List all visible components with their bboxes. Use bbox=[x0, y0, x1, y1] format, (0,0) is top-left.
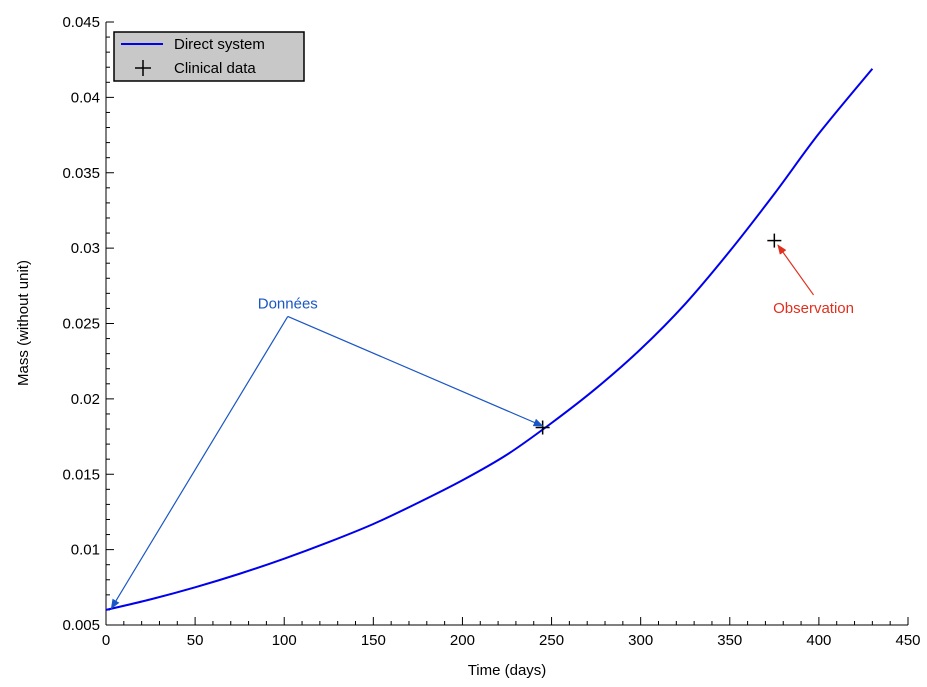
x-tick-label: 150 bbox=[361, 632, 386, 649]
y-tick-label: 0.01 bbox=[71, 542, 100, 559]
series-line-direct-system bbox=[105, 68, 874, 611]
x-tick-label: 0 bbox=[102, 632, 110, 649]
y-tick-label: 0.005 bbox=[62, 617, 100, 634]
x-ticks: 0 50 100 150 200 250 300 350 400 450 bbox=[102, 617, 921, 649]
legend-plus-swatch bbox=[135, 60, 151, 76]
annotation-label: Données bbox=[258, 295, 318, 312]
y-tick-label: 0.025 bbox=[62, 316, 100, 333]
y-tick-label: 0.035 bbox=[62, 165, 100, 182]
annotation-arrow bbox=[110, 316, 289, 610]
y-tick-label: 0.045 bbox=[62, 14, 100, 31]
y-axis-title: Mass (without unit) bbox=[15, 260, 32, 386]
y-tick-label: 0.04 bbox=[71, 89, 100, 106]
x-tick-label: 350 bbox=[717, 632, 742, 649]
x-tick-label: 450 bbox=[895, 632, 920, 649]
legend-label-clinical-data: Clinical data bbox=[174, 60, 256, 77]
y-tick-label: 0.015 bbox=[62, 466, 100, 483]
legend: Direct system Clinical data bbox=[113, 31, 305, 82]
y-tick-label: 0.02 bbox=[71, 391, 100, 408]
y-ticks: 0.005 0.01 0.015 0.02 0.025 0.03 0.035 0.04 0.04… bbox=[62, 14, 114, 634]
legend-label-direct-system: Direct system bbox=[174, 36, 265, 53]
series-layer bbox=[105, 68, 874, 611]
x-tick-label: 50 bbox=[187, 632, 204, 649]
x-tick-label: 100 bbox=[272, 632, 297, 649]
annotation-arrow bbox=[287, 315, 544, 427]
annotation-arrow bbox=[777, 244, 815, 296]
x-axis-title: Time (days) bbox=[468, 662, 547, 679]
clinical-data-point bbox=[767, 233, 782, 248]
x-tick-label: 200 bbox=[450, 632, 475, 649]
legend-box bbox=[113, 31, 305, 82]
x-tick-label: 400 bbox=[806, 632, 831, 649]
x-tick-label: 250 bbox=[539, 632, 564, 649]
axes bbox=[105, 22, 908, 626]
annotation-label: Observation bbox=[773, 300, 854, 317]
y-tick-label: 0.03 bbox=[71, 240, 100, 257]
x-tick-label: 300 bbox=[628, 632, 653, 649]
annotation-layer: Données Observation bbox=[110, 244, 854, 610]
